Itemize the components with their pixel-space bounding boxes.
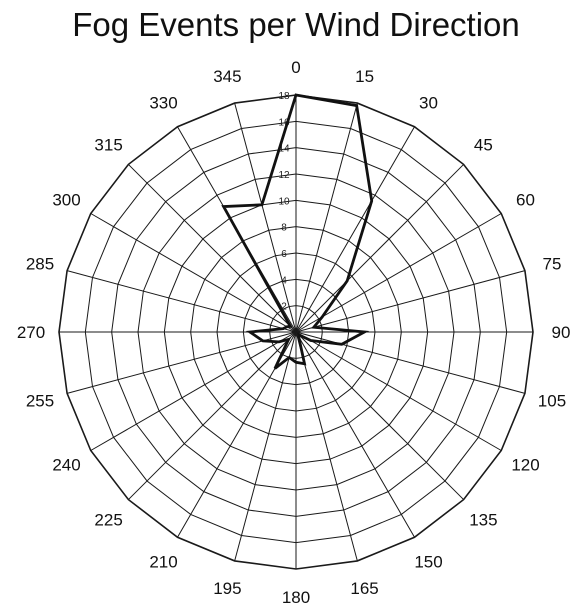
radial-tick-label: 18 [278, 91, 290, 102]
direction-label: 135 [469, 510, 497, 529]
grid-spoke [295, 102, 358, 333]
radial-tick-label: 8 [281, 223, 287, 234]
direction-label: 0 [291, 58, 300, 77]
grid-spoke [66, 331, 297, 394]
grid-spoke [90, 331, 297, 451]
radial-tick-label: 4 [281, 275, 287, 286]
grid-spoke [295, 270, 526, 333]
direction-label: 300 [52, 191, 80, 210]
direction-label: 270 [17, 323, 45, 342]
direction-label: 30 [419, 94, 438, 113]
grid-spoke [295, 331, 358, 562]
direction-label: 330 [149, 94, 177, 113]
grid-spoke [295, 331, 502, 451]
series-line [221, 93, 374, 370]
direction-label: 225 [94, 510, 122, 529]
radial-tick-labels: 2 4 6 8 10 12 14 16 18 [278, 91, 290, 313]
grid-spoke [128, 164, 297, 333]
direction-label: 165 [350, 579, 378, 598]
direction-label: 180 [282, 588, 310, 603]
radial-tick-label: 2 [281, 302, 287, 313]
series-group [221, 93, 374, 370]
grid-spoke [128, 331, 297, 500]
grid-spoke [295, 331, 464, 500]
direction-label: 60 [516, 191, 535, 210]
direction-label: 195 [213, 579, 241, 598]
direction-label: 150 [414, 553, 442, 572]
direction-labels: 0 153045607590105120135150165180195210225… [17, 58, 571, 603]
direction-label: 105 [538, 392, 566, 411]
grid-spoke [234, 331, 297, 562]
grid-spoke [90, 213, 297, 333]
grid-spoke [295, 126, 415, 333]
radial-tick-label: 12 [278, 170, 290, 181]
radar-grid [58, 94, 534, 570]
direction-label: 255 [26, 392, 54, 411]
grid-spoke [295, 164, 464, 333]
chart-title: Fog Events per Wind Direction [72, 6, 520, 43]
direction-label: 210 [149, 553, 177, 572]
radial-tick-label: 16 [278, 117, 290, 128]
grid-spoke [66, 270, 297, 333]
direction-label: 75 [543, 254, 562, 273]
direction-label: 285 [26, 254, 54, 273]
radial-tick-label: 10 [278, 196, 290, 207]
direction-label: 120 [511, 456, 539, 475]
grid-spoke [295, 331, 526, 394]
radial-tick-label: 14 [278, 144, 290, 155]
direction-label: 240 [52, 456, 80, 475]
direction-label: 15 [355, 67, 374, 86]
direction-label: 90 [552, 323, 571, 342]
direction-label: 45 [474, 136, 493, 155]
radial-tick-label: 6 [281, 249, 287, 260]
grid-spoke [295, 331, 415, 538]
direction-label: 345 [213, 67, 241, 86]
direction-label: 315 [94, 136, 122, 155]
grid-spoke [234, 102, 297, 333]
grid-spoke [295, 213, 502, 333]
